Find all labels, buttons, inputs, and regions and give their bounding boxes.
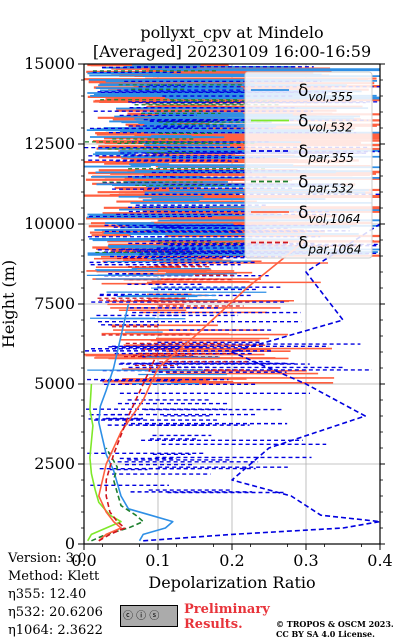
axis-ticks: 0.0 0.1 0.2 0.3 0.4 0 2500 5000 7500 10000 12500 15… — [24, 54, 393, 570]
cc-by-sa-icon: ⓒ ⓘ ⓢ — [120, 605, 178, 627]
chart-title-line2: [Averaged] 20230109 16:00-16:59 — [93, 42, 371, 61]
preliminary-line2: Results. — [184, 617, 243, 632]
y-tick-label: 5000 — [34, 374, 75, 393]
method-text: Method: Klett — [8, 569, 100, 584]
x-tick-label: 0.2 — [219, 551, 244, 570]
y-tick-label: 2500 — [34, 454, 75, 473]
retrieval-info: Version: 3.0 Method: Klett η355: 12.40 η… — [8, 550, 103, 640]
x-tick-label: 0.0 — [71, 551, 96, 570]
version-text: Version: 3.0 — [8, 551, 87, 566]
series-line — [87, 383, 122, 542]
eta532-text: η532: 20.6206 — [8, 605, 103, 620]
x-tick-label: 0.3 — [293, 551, 318, 570]
copyright-line1: © TROPOS & OSCM 2023. — [276, 619, 394, 629]
legend-label: δvol,355 — [298, 81, 353, 104]
eta355-text: η355: 12.40 — [8, 587, 87, 602]
legend-label: δvol,1064 — [298, 203, 361, 226]
preliminary-line1: Preliminary — [184, 602, 270, 617]
y-tick-label: 15000 — [24, 54, 75, 73]
eta1064-text: η1064: 2.3622 — [8, 623, 103, 638]
series-line — [143, 223, 380, 542]
legend-label: δvol,532 — [298, 112, 353, 135]
copyright-line2: CC BY SA 4.0 License. — [276, 629, 375, 639]
copyright-notice: © TROPOS & OSCM 2023. CC BY SA 4.0 Licen… — [276, 619, 394, 639]
y-tick-label: 0 — [65, 534, 75, 553]
x-axis-label: Depolarization Ratio — [148, 573, 315, 592]
y-tick-label: 10000 — [24, 214, 75, 233]
legend: δvol,355 δvol,532 δpar,355 δpar,532 δvol,106… — [244, 71, 373, 259]
y-tick-label: 12500 — [24, 134, 75, 153]
preliminary-notice: Preliminary Results. — [184, 602, 270, 632]
series-line — [98, 303, 174, 542]
series-line — [98, 239, 307, 542]
x-tick-label: 0.4 — [367, 551, 392, 570]
x-tick-label: 0.1 — [145, 551, 170, 570]
series-line — [98, 351, 159, 542]
series-lines — [87, 223, 380, 542]
y-axis-label: Height (m) — [0, 260, 18, 348]
y-tick-label: 7500 — [34, 294, 75, 313]
legend-label: δpar,355 — [298, 142, 354, 165]
legend-label: δpar,532 — [298, 173, 354, 196]
chart-title-line1: pollyxt_cpv at Mindelo — [140, 23, 323, 42]
legend-label: δpar,1064 — [298, 234, 362, 257]
